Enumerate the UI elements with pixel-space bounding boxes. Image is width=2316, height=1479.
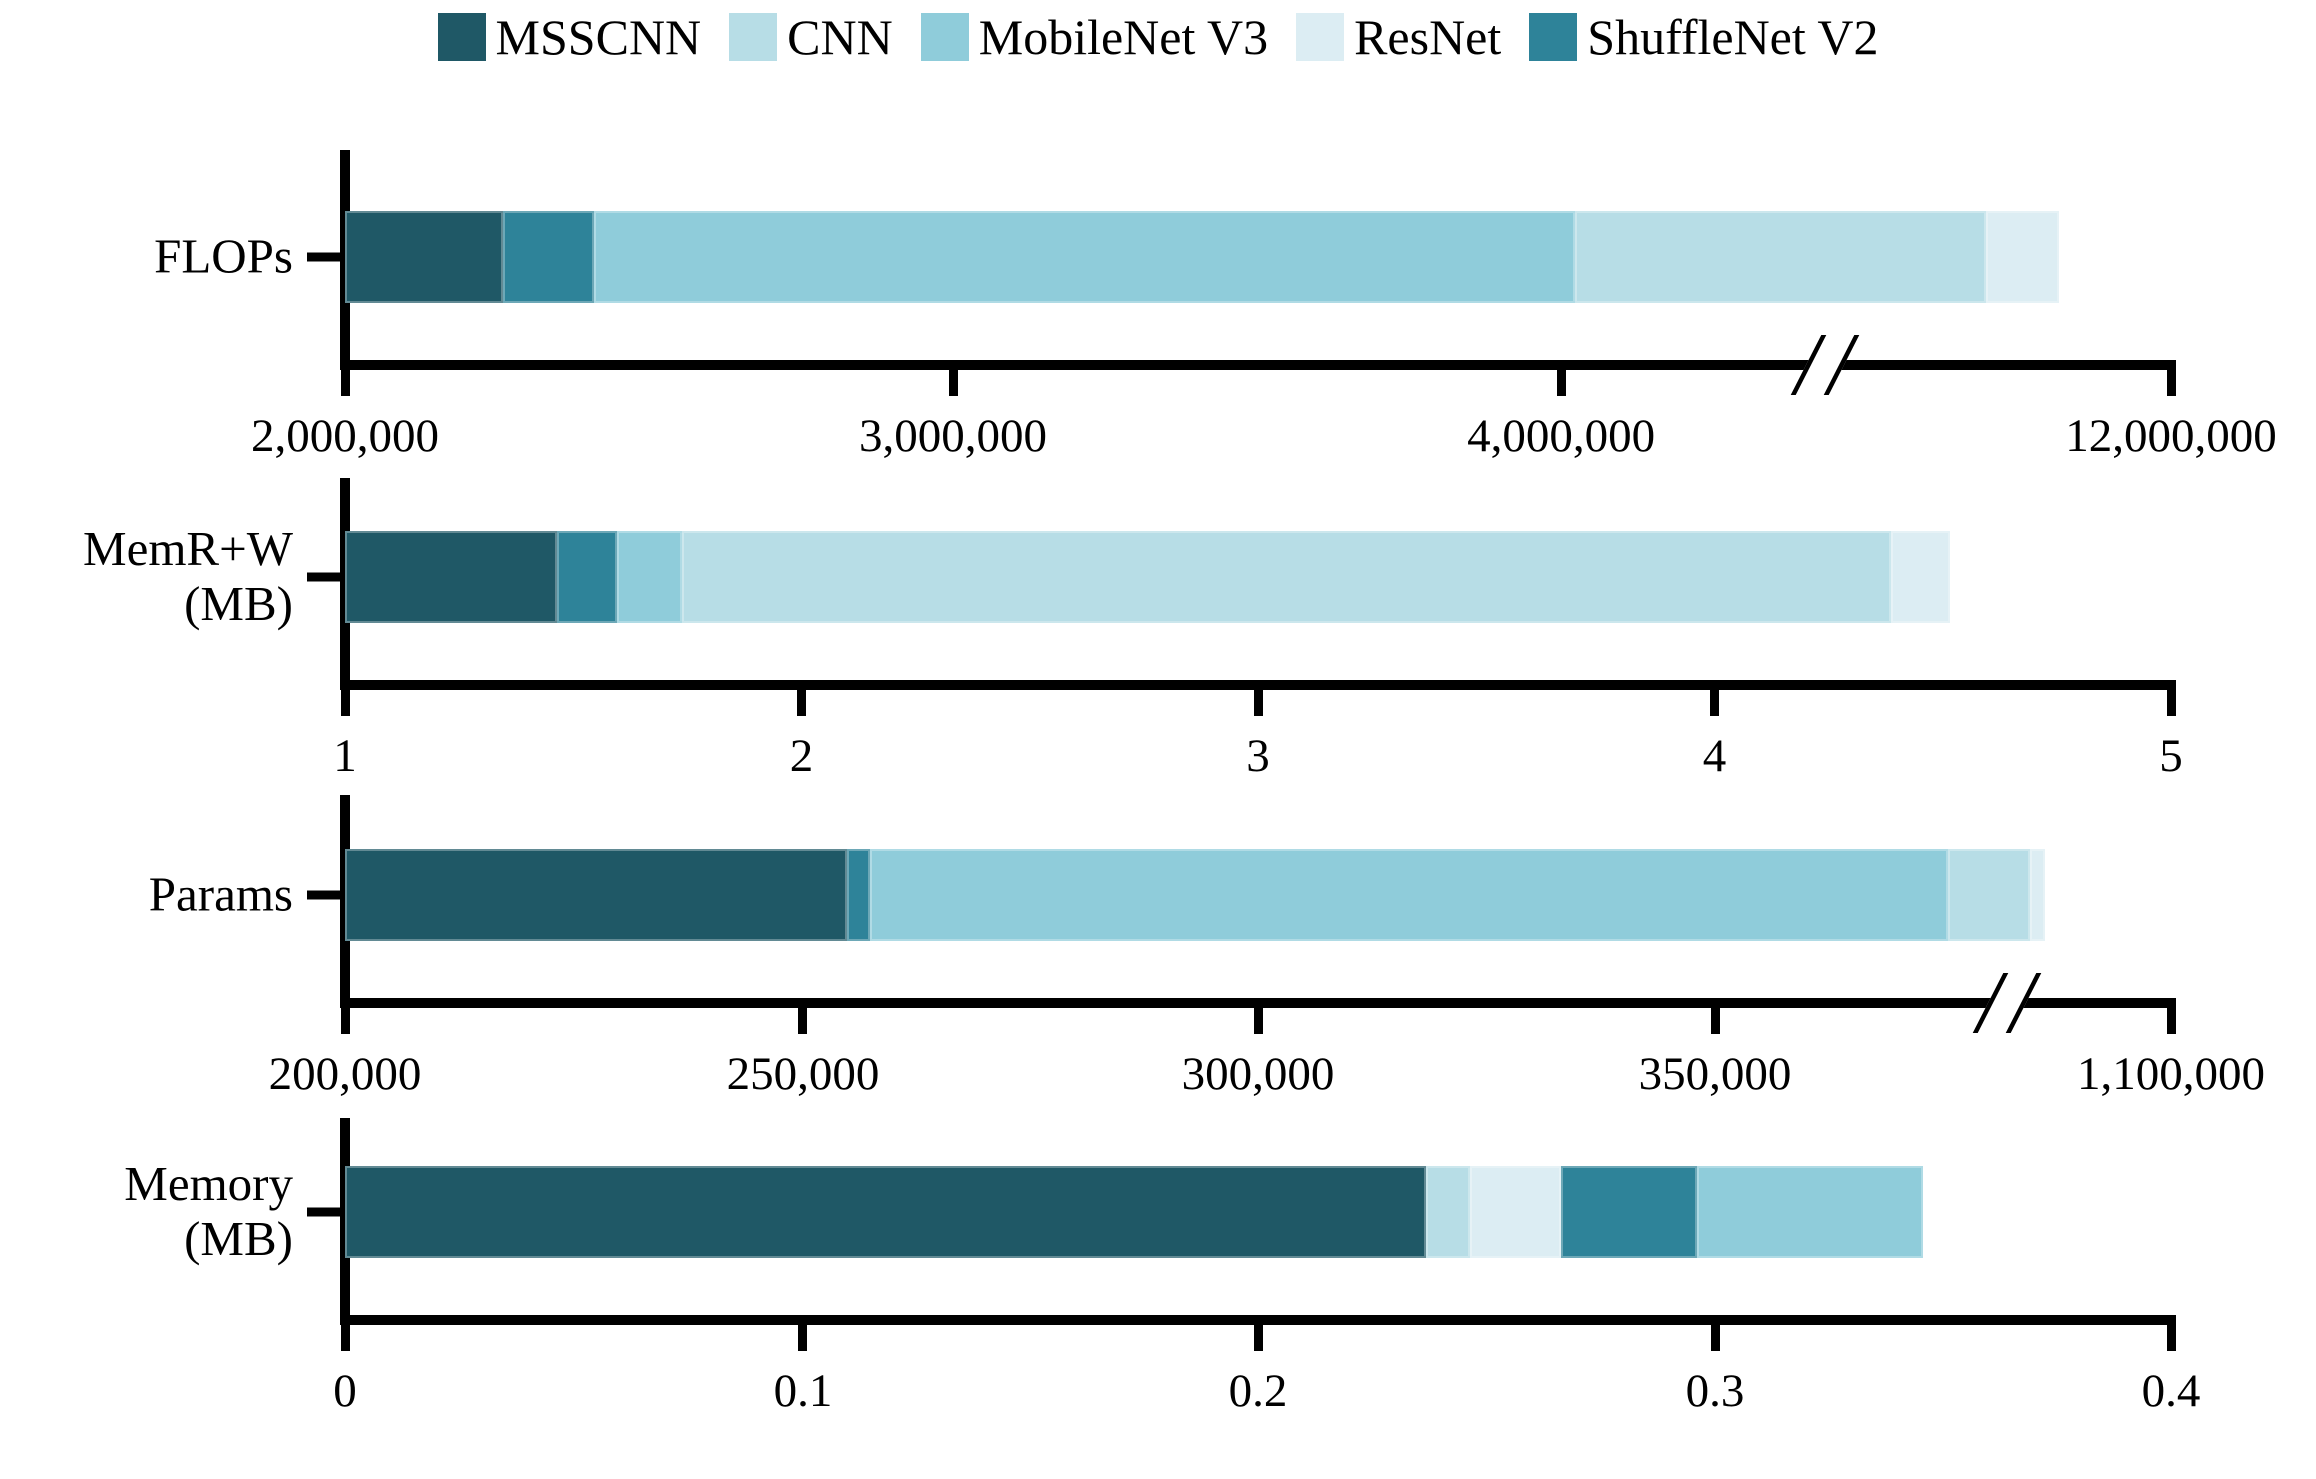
axis-tick (340, 368, 350, 396)
axis-tick (1253, 1006, 1263, 1034)
legend-item-msscnn: MSSCNN (437, 8, 702, 66)
category-tick (307, 252, 345, 262)
legend-swatch-icon (437, 13, 486, 61)
tick-label: 0 (333, 1365, 357, 1417)
tick-label: 3 (1246, 730, 1270, 782)
axis-tick (1253, 688, 1263, 716)
bar-segment-flops-shufflenet-v2 (502, 211, 594, 303)
legend-label: CNN (787, 9, 893, 65)
x-axis-line (340, 680, 2176, 690)
category-label-params: Params (0, 866, 293, 923)
tick-label: 4,000,000 (1467, 410, 1656, 462)
bar-segment-flops-cnn (1574, 211, 1986, 303)
category-label-memrw: MemR+W (MB) (0, 521, 293, 632)
bar-segment-flops-resnet (1985, 211, 2060, 303)
category-label-line: (MB) (184, 576, 293, 631)
axis-tick (948, 368, 958, 396)
tick-label: 200,000 (268, 1048, 422, 1100)
bar-segment-flops-msscnn (345, 211, 503, 303)
legend: MSSCNN CNN MobileNet V3 ResNet ShuffleNet V2 (0, 8, 2316, 66)
bar-segment-memory-shufflenet-v2 (1560, 1166, 1697, 1258)
axis-tick (1556, 368, 1566, 396)
bar-segment-params-shufflenet-v2 (846, 849, 870, 941)
axis-tick (798, 1323, 808, 1351)
axis-tick (340, 1006, 350, 1034)
tick-label: 0.4 (2141, 1365, 2201, 1417)
bar-segment-params-mobilenet-v3 (869, 849, 1949, 941)
bar-segment-flops-mobilenet-v3 (593, 211, 1575, 303)
legend-item-mobilenet-v3: MobileNet V3 (920, 8, 1269, 66)
bar-segment-memory-msscnn (345, 1166, 1426, 1258)
tick-label: 4 (1702, 730, 1727, 782)
bar-segment-memrw-resnet (1891, 531, 1951, 623)
legend-item-cnn: CNN (729, 8, 893, 66)
axis-tick (798, 1006, 808, 1034)
bar-segment-params-msscnn (345, 849, 847, 941)
tick-label: 1 (333, 730, 357, 782)
category-label-line: (MB) (184, 1211, 293, 1266)
category-label-line: Memory (124, 1156, 293, 1212)
category-label-line: Params (148, 866, 293, 922)
bar-segment-memory-cnn (1425, 1166, 1470, 1258)
tick-label: 5 (2159, 730, 2183, 782)
tick-label: 0.1 (773, 1365, 833, 1417)
tick-label: 12,000,000 (2065, 410, 2277, 462)
axis-tick (2166, 1006, 2176, 1034)
category-tick (307, 890, 345, 900)
tick-label: 1,100,000 (2077, 1048, 2265, 1100)
axis-tick (2166, 1323, 2176, 1351)
category-label-flops: FLOPs (0, 228, 293, 285)
category-label-line: MemR+W (83, 521, 293, 577)
axis-tick (2166, 368, 2176, 396)
x-axis-line (340, 998, 2176, 1008)
legend-item-shufflenet-v2: ShuffleNet V2 (1529, 8, 1878, 66)
tick-label: 300,000 (1181, 1048, 1335, 1100)
axis-tick (1710, 1006, 1720, 1034)
legend-label: MobileNet V3 (978, 9, 1269, 65)
bar-segment-memory-resnet (1469, 1166, 1561, 1258)
legend-swatch-icon (920, 13, 969, 61)
bar-segment-memrw-mobilenet-v3 (617, 531, 683, 623)
bar-segment-memory-mobilenet-v3 (1696, 1166, 1924, 1258)
bar-segment-memrw-cnn (682, 531, 1892, 623)
tick-label: 250,000 (726, 1048, 880, 1100)
legend-label: MSSCNN (495, 9, 702, 65)
tick-label: 3,000,000 (859, 410, 1048, 462)
legend-swatch-icon (729, 13, 778, 61)
category-tick (307, 572, 345, 582)
bar-segment-params-resnet (2030, 849, 2045, 941)
legend-label: ShuffleNet V2 (1587, 9, 1879, 65)
axis-tick (1710, 1323, 1720, 1351)
tick-label: 0.3 (1685, 1365, 1745, 1417)
axis-tick (797, 688, 806, 716)
bar-segment-params-cnn (1948, 849, 2031, 941)
legend-swatch-icon (1296, 13, 1345, 61)
legend-item-resnet: ResNet (1296, 8, 1501, 66)
legend-label: ResNet (1354, 9, 1502, 65)
category-tick (307, 1207, 345, 1217)
category-label-memory: Memory (MB) (0, 1156, 293, 1267)
x-axis-line (340, 1315, 2176, 1325)
bar-segment-memrw-shufflenet-v2 (556, 531, 618, 623)
tick-label: 350,000 (1638, 1048, 1792, 1100)
tick-label: 2 (789, 730, 814, 782)
axis-tick (2166, 688, 2176, 716)
legend-swatch-icon (1529, 13, 1578, 61)
x-axis-line (340, 360, 2176, 370)
tick-label: 2,000,000 (251, 410, 439, 462)
axis-tick (1710, 688, 1719, 716)
axis-tick (1253, 1323, 1263, 1351)
tick-label: 0.2 (1228, 1365, 1288, 1417)
bar-segment-memrw-msscnn (345, 531, 557, 623)
category-label-line: FLOPs (154, 228, 293, 284)
axis-tick (340, 1323, 350, 1351)
axis-tick (340, 688, 350, 716)
